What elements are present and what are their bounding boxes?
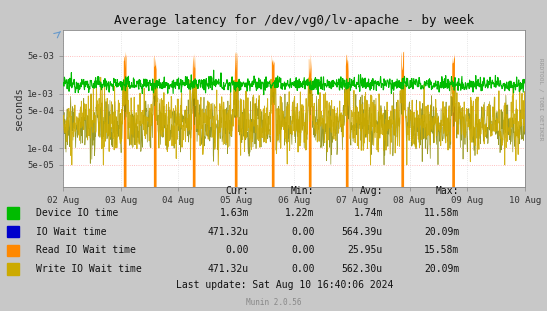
Text: 471.32u: 471.32u [208, 264, 249, 274]
Text: Write IO Wait time: Write IO Wait time [36, 264, 141, 274]
Text: 0.00: 0.00 [291, 227, 315, 237]
Text: Max:: Max: [436, 186, 459, 196]
Text: 562.30u: 562.30u [342, 264, 383, 274]
Text: 20.09m: 20.09m [424, 227, 459, 237]
Text: 25.95u: 25.95u [348, 245, 383, 255]
Text: Avg:: Avg: [359, 186, 383, 196]
Text: Last update: Sat Aug 10 16:40:06 2024: Last update: Sat Aug 10 16:40:06 2024 [176, 280, 393, 290]
Text: 20.09m: 20.09m [424, 264, 459, 274]
Text: 0.00: 0.00 [225, 245, 249, 255]
Text: 15.58m: 15.58m [424, 245, 459, 255]
Text: 11.58m: 11.58m [424, 208, 459, 218]
Text: Device IO time: Device IO time [36, 208, 118, 218]
Text: Cur:: Cur: [225, 186, 249, 196]
Text: 1.22m: 1.22m [285, 208, 315, 218]
Title: Average latency for /dev/vg0/lv-apache - by week: Average latency for /dev/vg0/lv-apache -… [114, 14, 474, 27]
Text: 0.00: 0.00 [291, 264, 315, 274]
Text: 0.00: 0.00 [291, 245, 315, 255]
Text: Munin 2.0.56: Munin 2.0.56 [246, 298, 301, 307]
Text: RRDTOOL / TOBI OETIKER: RRDTOOL / TOBI OETIKER [538, 58, 543, 141]
Y-axis label: seconds: seconds [14, 86, 24, 130]
Text: Min:: Min: [291, 186, 315, 196]
Text: 1.63m: 1.63m [219, 208, 249, 218]
Text: 564.39u: 564.39u [342, 227, 383, 237]
Text: 471.32u: 471.32u [208, 227, 249, 237]
Text: Read IO Wait time: Read IO Wait time [36, 245, 136, 255]
Text: 1.74m: 1.74m [353, 208, 383, 218]
Text: IO Wait time: IO Wait time [36, 227, 106, 237]
